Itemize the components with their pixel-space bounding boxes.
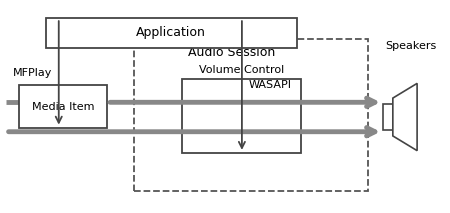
Polygon shape xyxy=(393,83,417,151)
Text: WASAPI: WASAPI xyxy=(248,81,292,91)
Bar xyxy=(134,39,368,191)
Text: Volume Control: Volume Control xyxy=(199,65,284,75)
Text: Application: Application xyxy=(136,26,206,39)
Bar xyxy=(383,104,393,130)
Text: Media Item: Media Item xyxy=(32,102,94,111)
Bar xyxy=(182,79,302,153)
Text: Speakers: Speakers xyxy=(385,41,436,51)
Text: MFPlay: MFPlay xyxy=(13,68,52,78)
Bar xyxy=(19,85,107,128)
Text: Audio Session: Audio Session xyxy=(189,46,276,59)
Bar xyxy=(45,18,297,48)
